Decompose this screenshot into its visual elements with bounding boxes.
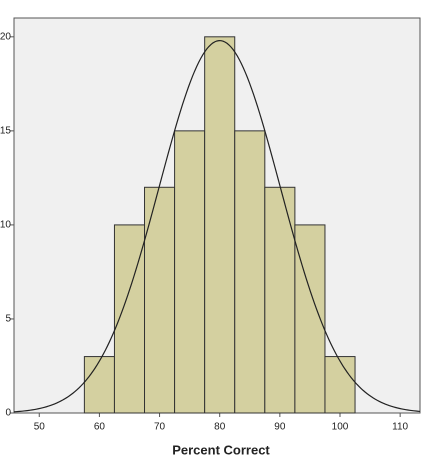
y-tick-label: 20 (0, 31, 11, 42)
x-tick-label: 110 (392, 422, 408, 433)
normal-curve (13, 40, 421, 413)
bar (144, 186, 176, 414)
y-tick-label: 0 (5, 408, 11, 419)
bar (234, 130, 266, 414)
x-tick-label: 50 (34, 422, 46, 433)
bar (204, 36, 236, 414)
y-tick-label: 10 (0, 220, 11, 231)
x-tick-label: 90 (274, 422, 286, 433)
y-tick-label: 5 (5, 314, 11, 325)
bar (324, 356, 356, 414)
x-tick-label: 70 (154, 422, 166, 433)
bar (83, 356, 115, 414)
bar (174, 130, 206, 414)
x-tick-label: 100 (332, 422, 349, 433)
x-tick-label: 60 (94, 422, 106, 433)
bar (264, 186, 296, 414)
x-axis-title: Percent Correct (172, 442, 270, 457)
y-tick-label: 15 (0, 125, 11, 136)
x-tick-label: 80 (214, 422, 226, 433)
